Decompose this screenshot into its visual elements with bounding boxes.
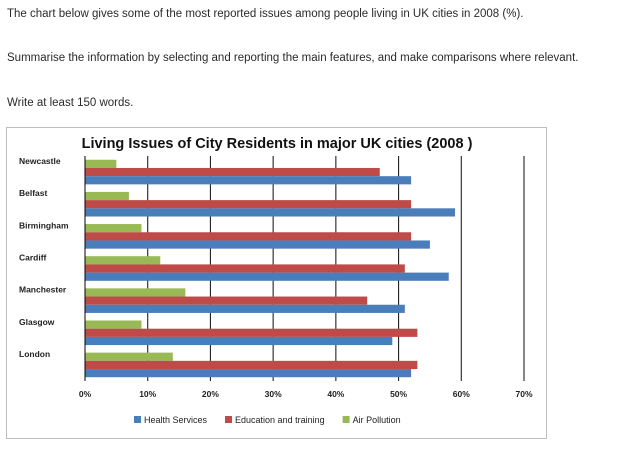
category-labels: Newcastle Belfast Birmingham Cardiff Manches…: [19, 156, 69, 359]
x-tick-label: 10%: [139, 389, 156, 399]
bar-london-air-pollution: [85, 352, 173, 361]
x-tick-label: 0%: [79, 389, 92, 399]
bar-birmingham-education-and-training: [85, 232, 412, 241]
task-prompt-line-1: The chart below gives some of the most r…: [7, 8, 524, 20]
x-tick-label: 50%: [390, 389, 407, 399]
category-label-birmingham: Birmingham: [19, 220, 69, 230]
task-prompt-line-2: Summarise the information by selecting a…: [7, 52, 579, 64]
legend-swatch-education-and-training: [225, 416, 233, 423]
bar-cardiff-air-pollution: [85, 256, 161, 265]
legend: Health Services Education and training Air…: [134, 415, 401, 425]
bar-birmingham-health-services: [85, 240, 430, 249]
category-label-manchester: Manchester: [19, 285, 67, 295]
category-label-glasgow: Glasgow: [19, 317, 55, 327]
bars: [85, 159, 456, 378]
bar-newcastle-air-pollution: [85, 159, 117, 168]
x-tick-labels: 0% 10% 20% 30% 40% 50% 60% 70%: [79, 389, 533, 399]
bar-london-health-services: [85, 369, 412, 378]
category-label-belfast: Belfast: [19, 188, 48, 198]
x-tick-label: 70%: [515, 389, 532, 399]
legend-swatch-air-pollution: [342, 416, 350, 423]
bar-cardiff-health-services: [85, 272, 449, 281]
category-label-newcastle: Newcastle: [19, 156, 61, 166]
x-tick-label: 20%: [202, 389, 219, 399]
bar-newcastle-health-services: [85, 176, 412, 185]
bar-glasgow-education-and-training: [85, 328, 418, 337]
bar-glasgow-health-services: [85, 336, 393, 346]
x-tick-label: 30%: [265, 389, 282, 399]
category-label-cardiff: Cardiff: [19, 253, 47, 263]
bar-manchester-education-and-training: [85, 296, 368, 305]
category-label-london: London: [19, 349, 50, 359]
bar-chart-svg: Living Issues of City Residents in major…: [19, 136, 533, 425]
bar-glasgow-air-pollution: [85, 320, 142, 329]
legend-label-air-pollution: Air Pollution: [353, 415, 401, 425]
bar-manchester-air-pollution: [85, 288, 186, 297]
bar-belfast-health-services: [85, 208, 456, 217]
legend-label-education-and-training: Education and training: [235, 415, 325, 425]
bar-birmingham-air-pollution: [85, 224, 142, 233]
bar-belfast-education-and-training: [85, 200, 412, 209]
chart-title: Living Issues of City Residents in major…: [82, 136, 473, 152]
task-prompt-line-3: Write at least 150 words.: [7, 97, 134, 109]
bar-manchester-health-services: [85, 304, 405, 313]
legend-label-health-services: Health Services: [144, 415, 208, 425]
bar-chart: Living Issues of City Residents in major…: [6, 127, 547, 439]
bar-newcastle-education-and-training: [85, 167, 380, 177]
bar-belfast-air-pollution: [85, 191, 129, 201]
bar-cardiff-education-and-training: [85, 264, 405, 273]
x-tick-label: 40%: [327, 389, 344, 399]
x-tick-label: 60%: [453, 389, 470, 399]
legend-swatch-health-services: [134, 416, 141, 423]
bar-london-education-and-training: [85, 360, 418, 370]
